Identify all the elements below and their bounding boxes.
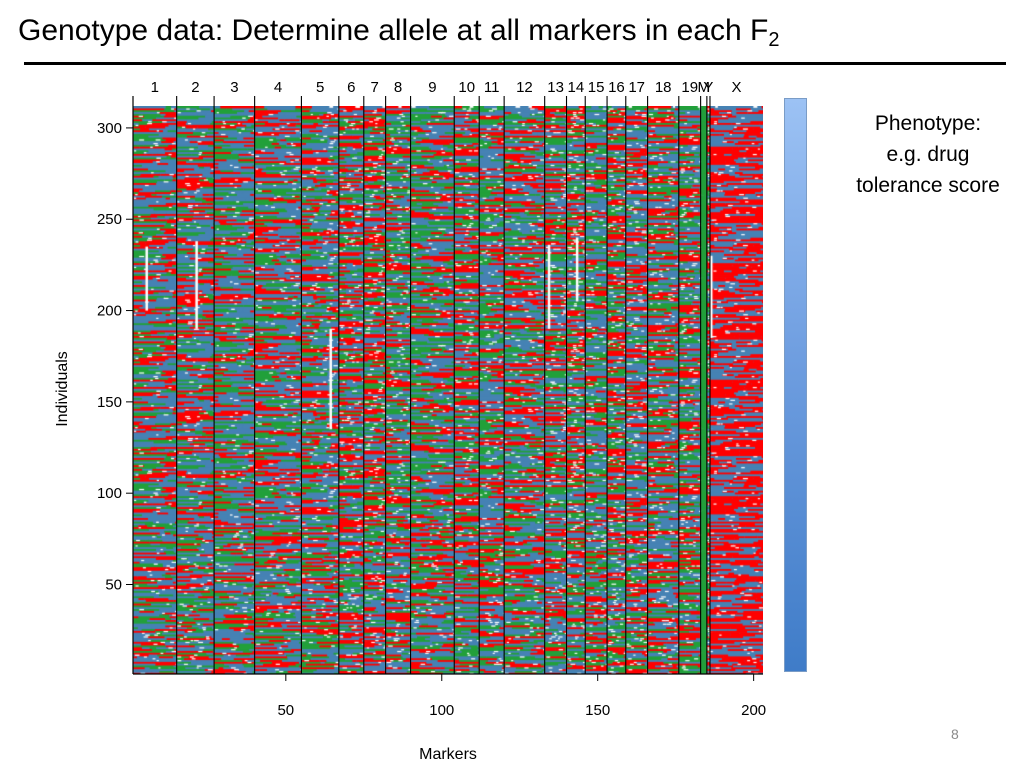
phenotype-bar xyxy=(784,98,807,672)
chromosome-label: 5 xyxy=(316,79,324,96)
phenotype-label-line-2: e.g. drug xyxy=(886,143,970,166)
chromosome-label: 2 xyxy=(191,79,199,96)
chromosome-label: 11 xyxy=(484,79,500,96)
chromosome-label: 14 xyxy=(568,79,585,96)
chromosome-label: 13 xyxy=(547,79,564,96)
y-tick-label: 200 xyxy=(97,303,122,320)
chromosome-label: Y xyxy=(703,79,713,96)
chromosome-label: 9 xyxy=(428,79,436,96)
slide-title-text: Genotype data: Determine allele at all m… xyxy=(18,14,769,47)
chromosome-label: 7 xyxy=(371,79,379,96)
phenotype-label-line-1: Phenotype: xyxy=(874,112,982,135)
y-tick-label: 300 xyxy=(97,120,122,137)
chromosome-label: X xyxy=(731,79,741,96)
x-tick-label: 50 xyxy=(277,702,294,719)
chromosome-label: 12 xyxy=(516,79,533,96)
y-axis-label: Individuals xyxy=(54,351,71,427)
y-tick-label: 50 xyxy=(105,577,122,594)
phenotype-label: Phenotype: e.g. drug tolerance score xyxy=(836,108,1020,201)
chromosome-label: 3 xyxy=(230,79,238,96)
chromosome-label: 16 xyxy=(608,79,625,96)
chromosome-label: 6 xyxy=(347,79,355,96)
x-tick-label: 150 xyxy=(585,702,610,719)
chromosome-label: 19 xyxy=(681,79,698,96)
heatmap-cells xyxy=(133,106,763,674)
slide-title-subscript: 2 xyxy=(768,29,780,51)
chromosome-label: 15 xyxy=(588,79,605,96)
x-axis-label: Markers xyxy=(419,746,477,763)
chromosome-label: 10 xyxy=(458,79,475,96)
y-tick-label: 100 xyxy=(97,485,122,502)
title-rule xyxy=(24,62,1006,65)
x-tick-label: 200 xyxy=(741,702,766,719)
chromosome-label: 1 xyxy=(151,79,159,96)
chromosome-label: 18 xyxy=(655,79,672,96)
y-tick-label: 150 xyxy=(97,394,122,411)
chromosome-label: M xyxy=(697,79,710,96)
chromosome-label: 17 xyxy=(628,79,645,96)
chromosome-label: 4 xyxy=(274,79,282,96)
x-tick-label: 100 xyxy=(429,702,454,719)
page-number: 8 xyxy=(951,726,959,742)
phenotype-label-line-3: tolerance score xyxy=(856,174,1000,197)
chromosome-label: 8 xyxy=(394,79,402,96)
slide-title: Genotype data: Determine allele at all m… xyxy=(18,14,780,52)
y-tick-label: 250 xyxy=(97,211,122,228)
